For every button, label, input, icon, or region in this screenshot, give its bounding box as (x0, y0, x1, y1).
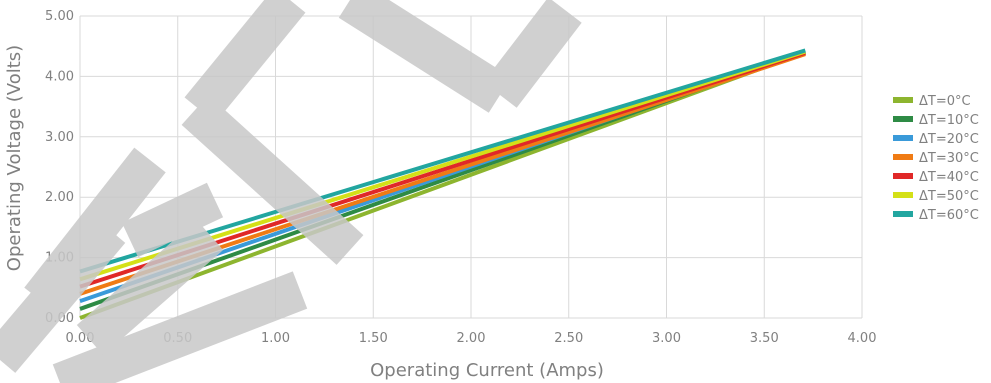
legend-swatch (893, 192, 913, 198)
x-tick-label: 1.50 (359, 331, 388, 346)
x-tick-label: 2.00 (457, 331, 486, 346)
legend-label: ΔT=50°C (919, 189, 979, 204)
watermark-stroke (338, 0, 512, 113)
y-axis-title: Operating Voltage (Volts) (4, 45, 25, 271)
watermark-stroke (76, 219, 224, 356)
legend-label: ΔT=10°C (919, 113, 979, 128)
legend-swatch (893, 135, 913, 141)
legend-label: ΔT=40°C (919, 170, 979, 185)
watermark-stroke (52, 271, 308, 383)
y-tick-label: 3.00 (45, 130, 74, 145)
watermark-stroke (121, 182, 224, 258)
legend-swatch (893, 211, 913, 217)
watermark (0, 0, 582, 383)
legend: ΔT=0°C ΔT=10°C ΔT=20°C ΔT=30°C ΔT=40°C ΔT=50°… (893, 94, 979, 223)
x-tick-label: 1.00 (261, 331, 290, 346)
x-axis-title: Operating Current (Amps) (370, 360, 604, 381)
legend-swatch (893, 116, 913, 122)
legend-label: ΔT=20°C (919, 132, 979, 147)
x-tick-label: 4.00 (848, 331, 877, 346)
end-watermark (0, 0, 582, 383)
y-tick-label: 4.00 (45, 69, 74, 84)
x-tick-label: 3.00 (652, 331, 681, 346)
legend-label: ΔT=60°C (919, 208, 979, 223)
legend-swatch (893, 173, 913, 179)
watermark-stroke (181, 95, 364, 265)
legend-swatch (893, 97, 913, 103)
y-tick-label: 2.00 (45, 190, 74, 205)
watermark-stroke (0, 217, 126, 373)
x-tick-label: 3.50 (750, 331, 779, 346)
legend-swatch (893, 154, 913, 160)
y-tick-label: 5.00 (45, 9, 74, 24)
watermark-stroke (483, 0, 582, 108)
legend-label: ΔT=0°C (919, 94, 971, 109)
legend-label: ΔT=30°C (919, 151, 979, 166)
watermark-stroke (184, 0, 306, 123)
x-tick-label: 2.50 (554, 331, 583, 346)
